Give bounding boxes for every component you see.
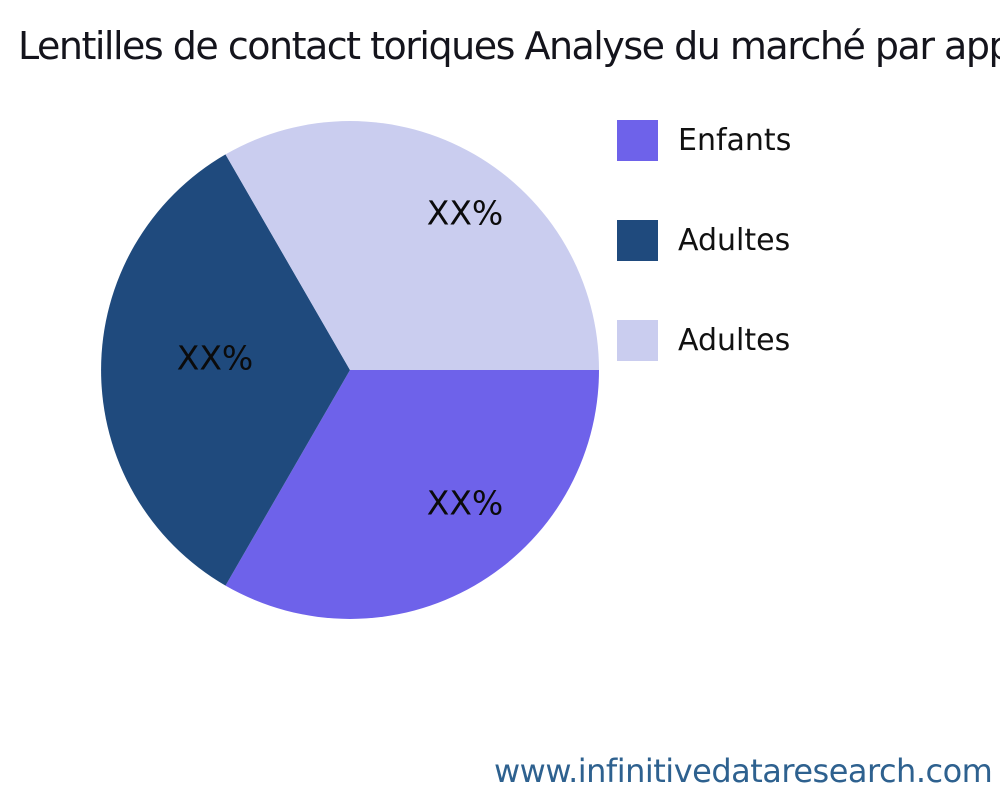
pie-slice-value-enfants: XX%: [426, 483, 504, 523]
pie-slice-value-adultes-dark: XX%: [176, 338, 254, 378]
legend-label-adultes-light: Adultes: [678, 323, 791, 358]
chart-title: Lentilles de contact toriques Analyse du…: [18, 24, 1000, 68]
legend-label-enfants: Enfants: [678, 123, 792, 158]
pie-slice-value-adultes-light: XX%: [426, 193, 504, 233]
pie-slice-1-enfants: [225, 370, 599, 619]
legend-swatch-adultes-light: [617, 320, 658, 361]
legend-swatch-adultes-dark: [617, 220, 658, 261]
pie-slice-3-adultes: [225, 121, 599, 370]
legend-swatch-enfants: [617, 120, 658, 161]
legend-label-adultes-dark: Adultes: [678, 223, 791, 258]
legend-item-adultes-light: Adultes: [617, 320, 791, 361]
legend-item-enfants: Enfants: [617, 120, 791, 161]
legend: Enfants Adultes Adultes: [617, 120, 791, 361]
pie-slice-2-adultes: [101, 154, 350, 586]
website-link[interactable]: www.infinitivedataresearch.com: [494, 752, 993, 790]
legend-item-adultes-dark: Adultes: [617, 220, 791, 261]
